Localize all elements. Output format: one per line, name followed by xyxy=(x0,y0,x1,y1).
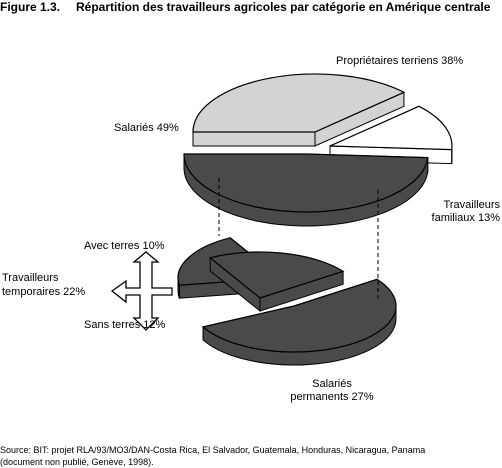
figure-number: Figure 1.3. xyxy=(0,0,61,14)
label-salaries: Salariés 49% xyxy=(114,122,179,134)
top-pie-slice-1-wall-0 xyxy=(192,131,316,147)
bottom-pie-slice-2-top xyxy=(208,251,345,299)
label-salaries-permanents-line1: Salariés xyxy=(312,378,352,390)
figure-title-text: Répartition des travailleurs agricoles p… xyxy=(76,0,491,14)
label-travailleurs-temporaires-line2: temporaires 22% xyxy=(2,286,86,298)
label-travailleurs-familiaux-line1: Travailleurs xyxy=(443,199,500,211)
source-line-2: (document non publié, Genève, 1998). xyxy=(0,457,154,467)
label-avec-terres: Avec terres 10% xyxy=(84,240,165,252)
label-sans-terres: Sans terres 12% xyxy=(84,319,166,331)
bottom-pie-slice-3-top xyxy=(201,278,397,353)
label-salaries-permanents-line2: permanents 27% xyxy=(290,391,374,403)
label-travailleurs-familiaux-line2: familiaux 13% xyxy=(431,212,500,224)
branch-arrow-icon xyxy=(110,251,173,331)
pie-chart-figure xyxy=(110,73,453,366)
label-travailleurs-temporaires-line1: Travailleurs xyxy=(2,272,59,284)
source-note: Source: BIT: projet RLA/93/MO3/DAN-Costa… xyxy=(0,444,500,468)
top-pie-slice-3-top xyxy=(183,153,429,213)
top-pie-slice-2-top xyxy=(329,105,453,151)
top-pie-slice-1-top xyxy=(192,73,406,133)
label-proprietaires: Propriétaires terriens 38% xyxy=(336,55,464,67)
source-line-1: Source: BIT: projet RLA/93/MO3/DAN-Costa… xyxy=(0,445,426,455)
